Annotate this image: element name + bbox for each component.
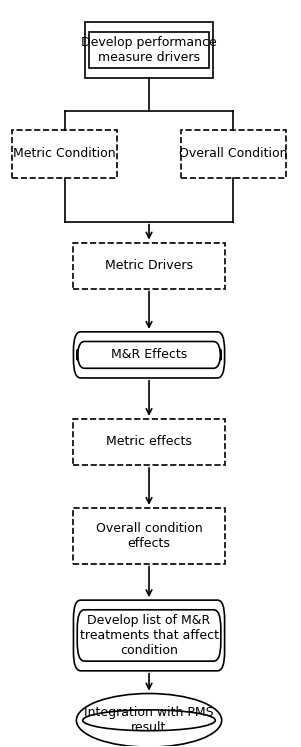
FancyBboxPatch shape	[73, 508, 225, 564]
Text: Develop list of M&R
treatments that affect
condition: Develop list of M&R treatments that affe…	[79, 614, 219, 657]
FancyBboxPatch shape	[73, 419, 225, 465]
Text: Metric effects: Metric effects	[106, 436, 192, 448]
Text: Overall condition
effects: Overall condition effects	[96, 521, 202, 550]
FancyBboxPatch shape	[77, 610, 221, 661]
Text: Develop performance
measure drivers: Develop performance measure drivers	[81, 36, 217, 63]
Text: Metric Drivers: Metric Drivers	[105, 259, 193, 272]
FancyBboxPatch shape	[73, 332, 225, 378]
Ellipse shape	[76, 693, 222, 747]
FancyBboxPatch shape	[73, 243, 225, 288]
FancyBboxPatch shape	[89, 31, 209, 68]
FancyBboxPatch shape	[85, 22, 213, 78]
Text: Metric Condition: Metric Condition	[14, 147, 116, 161]
FancyBboxPatch shape	[77, 341, 221, 368]
Text: Integration with PMS
result: Integration with PMS result	[84, 707, 214, 734]
Text: M&R Effects: M&R Effects	[111, 348, 187, 362]
Ellipse shape	[83, 710, 215, 731]
FancyBboxPatch shape	[73, 600, 225, 671]
Text: Overall Condition: Overall Condition	[179, 147, 287, 161]
FancyBboxPatch shape	[181, 130, 286, 178]
FancyBboxPatch shape	[12, 130, 117, 178]
